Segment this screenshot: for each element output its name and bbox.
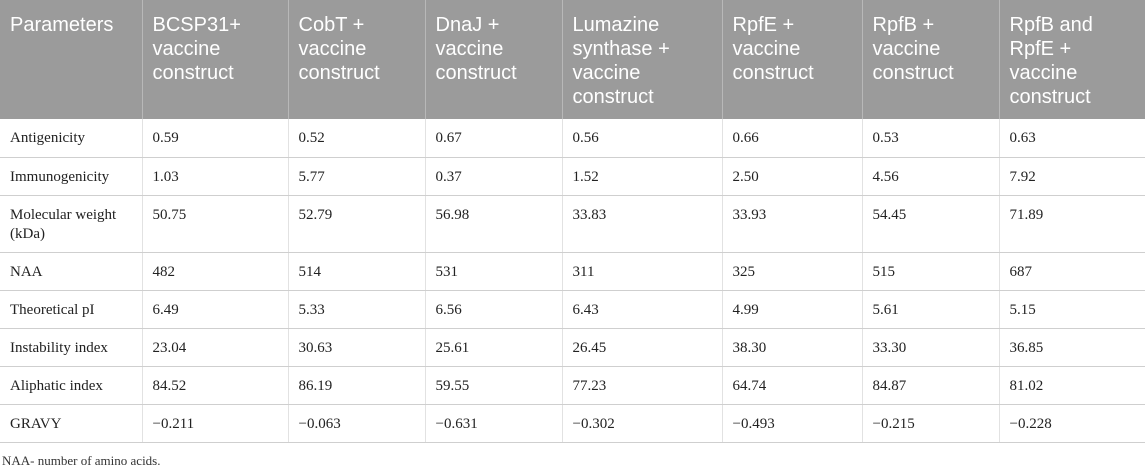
table-cell: 7.92 — [998, 157, 1145, 196]
table-cell: 0.52 — [287, 119, 425, 158]
table-cell: 84.52 — [141, 366, 288, 405]
table-header-row: Parameters BCSP31+ vaccine construct Cob… — [0, 0, 1145, 119]
table-cell: −0.215 — [861, 404, 999, 443]
table-row: Antigenicity 0.59 0.52 0.67 0.56 0.66 0.… — [0, 119, 1145, 158]
table-row: Aliphatic index 84.52 86.19 59.55 77.23 … — [0, 366, 1145, 405]
table-cell: 77.23 — [561, 366, 722, 405]
table-cell: 0.59 — [141, 119, 288, 158]
table-cell: 6.43 — [561, 290, 722, 329]
row-label: NAA — [0, 252, 142, 291]
row-label: Aliphatic index — [0, 366, 142, 405]
table-cell: 5.33 — [287, 290, 425, 329]
header-cell: Lumazine synthase + vaccine construct — [561, 0, 722, 119]
table-cell: 325 — [721, 252, 862, 291]
table-row: Molecular weight (kDa) 50.75 52.79 56.98… — [0, 195, 1145, 253]
table-cell: 5.15 — [998, 290, 1145, 329]
table-cell: 1.52 — [561, 157, 722, 196]
table-cell: 71.89 — [998, 195, 1145, 253]
table-row: Immunogenicity 1.03 5.77 0.37 1.52 2.50 … — [0, 157, 1145, 196]
table-cell: 30.63 — [287, 328, 425, 367]
table-cell: 0.66 — [721, 119, 862, 158]
table-cell: 86.19 — [287, 366, 425, 405]
table-cell: 36.85 — [998, 328, 1145, 367]
table-cell: 311 — [561, 252, 722, 291]
table-cell: 0.63 — [998, 119, 1145, 158]
table-cell: 687 — [998, 252, 1145, 291]
header-cell: BCSP31+ vaccine construct — [141, 0, 288, 119]
table-cell: 5.61 — [861, 290, 999, 329]
table-cell: −0.063 — [287, 404, 425, 443]
table-row: Instability index 23.04 30.63 25.61 26.4… — [0, 328, 1145, 367]
header-cell: RpfB and RpfE + vaccine construct — [998, 0, 1145, 119]
table-cell: 64.74 — [721, 366, 862, 405]
table-cell: 6.49 — [141, 290, 288, 329]
table-cell: 515 — [861, 252, 999, 291]
table-cell: 84.87 — [861, 366, 999, 405]
parameters-table: Parameters BCSP31+ vaccine construct Cob… — [0, 0, 1145, 443]
table-cell: 54.45 — [861, 195, 999, 253]
table-cell: 59.55 — [424, 366, 562, 405]
table-cell: 25.61 — [424, 328, 562, 367]
table-row: GRAVY −0.211 −0.063 −0.631 −0.302 −0.493… — [0, 404, 1145, 443]
table-cell: 33.83 — [561, 195, 722, 253]
table-cell: 52.79 — [287, 195, 425, 253]
table-cell: 0.53 — [861, 119, 999, 158]
table-cell: 531 — [424, 252, 562, 291]
table-cell: 482 — [141, 252, 288, 291]
table-cell: 1.03 — [141, 157, 288, 196]
row-label: Immunogenicity — [0, 157, 142, 196]
table-cell: 23.04 — [141, 328, 288, 367]
table-cell: 0.67 — [424, 119, 562, 158]
header-cell: RpfB + vaccine construct — [861, 0, 999, 119]
table-cell: −0.302 — [561, 404, 722, 443]
table-cell: 26.45 — [561, 328, 722, 367]
table-row: Theoretical pI 6.49 5.33 6.56 6.43 4.99 … — [0, 290, 1145, 329]
table-cell: 0.37 — [424, 157, 562, 196]
header-cell: Parameters — [0, 0, 142, 119]
table-cell: 38.30 — [721, 328, 862, 367]
table-cell: −0.493 — [721, 404, 862, 443]
table-row: NAA 482 514 531 311 325 515 687 — [0, 252, 1145, 291]
row-label: Antigenicity — [0, 119, 142, 158]
row-label: Theoretical pI — [0, 290, 142, 329]
table-cell: −0.211 — [141, 404, 288, 443]
table-footnote: NAA- number of amino acids. — [2, 452, 161, 468]
table-cell: 4.56 — [861, 157, 999, 196]
table-cell: 33.93 — [721, 195, 862, 253]
row-label: Instability index — [0, 328, 142, 367]
table-cell: 81.02 — [998, 366, 1145, 405]
table-cell: 5.77 — [287, 157, 425, 196]
table-cell: 4.99 — [721, 290, 862, 329]
row-label: Molecular weight (kDa) — [0, 195, 142, 253]
table-cell: 33.30 — [861, 328, 999, 367]
table-cell: 0.56 — [561, 119, 722, 158]
table-cell: 50.75 — [141, 195, 288, 253]
row-label: GRAVY — [0, 404, 142, 443]
header-cell: RpfE + vaccine construct — [721, 0, 862, 119]
table-cell: −0.228 — [998, 404, 1145, 443]
header-cell: CobT + vaccine construct — [287, 0, 425, 119]
table-cell: −0.631 — [424, 404, 562, 443]
header-cell: DnaJ + vaccine construct — [424, 0, 562, 119]
table-cell: 514 — [287, 252, 425, 291]
table-cell: 2.50 — [721, 157, 862, 196]
table-cell: 56.98 — [424, 195, 562, 253]
table-cell: 6.56 — [424, 290, 562, 329]
